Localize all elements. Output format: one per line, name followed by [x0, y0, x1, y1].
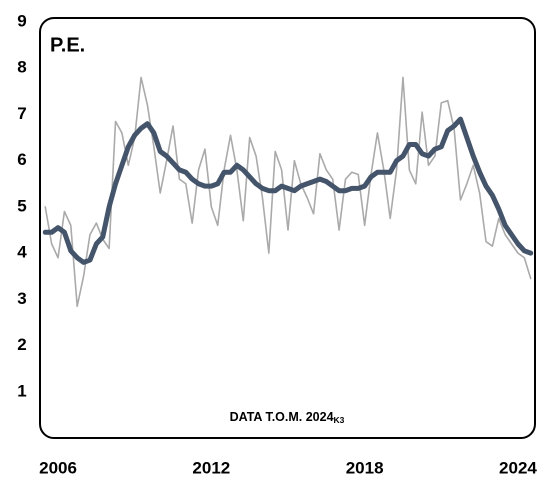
- plot-area: [42, 76, 534, 308]
- x-tick-label: 2024: [499, 458, 537, 477]
- x-tick-label: 2018: [346, 458, 384, 477]
- y-tick-label: 4: [17, 243, 27, 262]
- y-tick-label: 9: [17, 11, 26, 30]
- y-tick-label: 3: [17, 289, 26, 308]
- annotation-text: DATA T.O.M. 2024: [230, 410, 334, 424]
- y-tick-label: 5: [17, 196, 26, 215]
- y-tick-label: 8: [17, 58, 26, 77]
- annotation: DATA T.O.M. 2024K3: [230, 410, 345, 425]
- series-line: [44, 76, 532, 308]
- y-tick-label: 1: [17, 381, 26, 400]
- series-line: [42, 116, 534, 265]
- y-tick-label: 2: [17, 335, 26, 354]
- x-tick-label: 2012: [192, 458, 230, 477]
- y-tick-label: 6: [17, 150, 26, 169]
- annotation-sub: K3: [334, 415, 345, 425]
- plot-frame: [39, 17, 536, 439]
- chart-title: P.E.: [50, 34, 85, 56]
- y-tick-label: 7: [17, 104, 26, 123]
- x-tick-label: 2006: [39, 458, 77, 477]
